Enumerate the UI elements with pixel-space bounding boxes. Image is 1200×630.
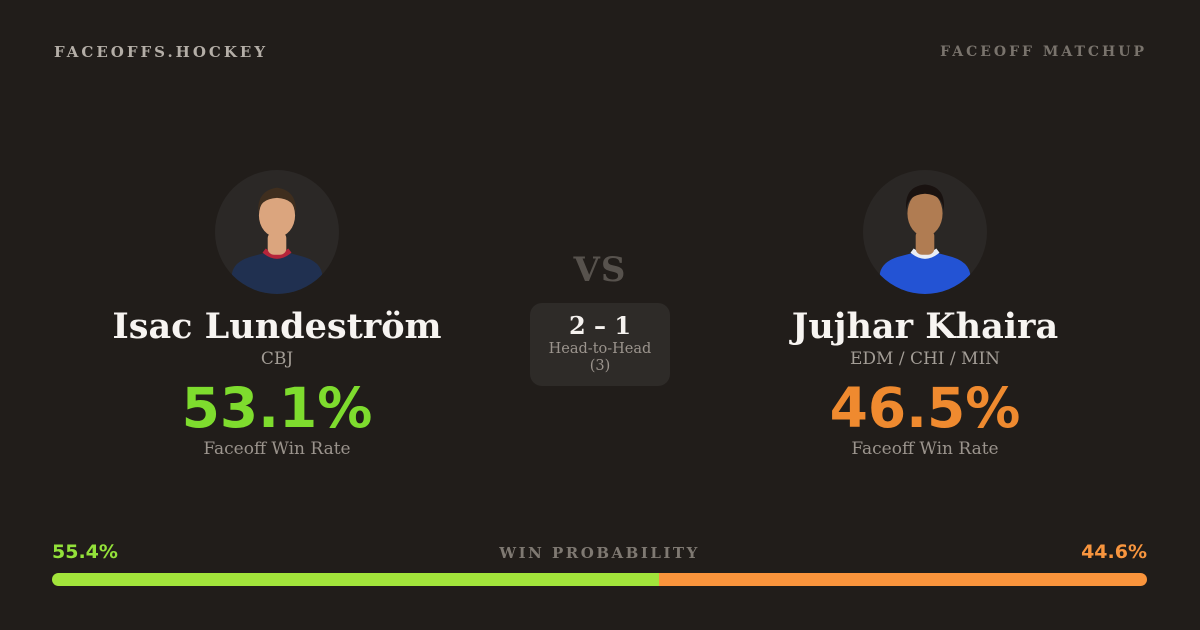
faceoff-win-rate-left: 53.1% bbox=[181, 376, 373, 440]
win-probability-section: 55.4% WIN PROBABILITY 44.6% bbox=[52, 541, 1147, 586]
win-bar-left bbox=[52, 573, 659, 586]
vs-label: VS bbox=[573, 250, 627, 290]
player-avatar-right bbox=[863, 170, 987, 294]
win-probability-right-value: 44.6% bbox=[1081, 541, 1147, 563]
win-bar-right bbox=[658, 573, 1147, 586]
player-teams-right: EDM / CHI / MIN bbox=[849, 349, 1001, 369]
player-teams-left: CBJ bbox=[260, 349, 294, 369]
matchup-center: VS 2 – 1 Head-to-Head (3) bbox=[490, 253, 710, 386]
player-name-left: Isac Lundeström bbox=[112, 306, 442, 347]
player-name-right: Jujhar Khaira bbox=[791, 306, 1059, 347]
win-probability-left-value: 55.4% bbox=[52, 541, 118, 563]
head-to-head-box: 2 – 1 Head-to-Head (3) bbox=[530, 303, 670, 386]
player-headshot-icon bbox=[863, 170, 987, 294]
player-headshot-icon bbox=[215, 170, 339, 294]
head-to-head-score: 2 – 1 bbox=[568, 311, 632, 340]
player-avatar-left bbox=[215, 170, 339, 294]
faceoff-win-rate-label-left: Faceoff Win Rate bbox=[203, 439, 351, 459]
faceoff-win-rate-label-right: Faceoff Win Rate bbox=[851, 439, 999, 459]
faceoff-win-rate-right: 46.5% bbox=[829, 376, 1021, 440]
win-probability-title: WIN PROBABILITY bbox=[499, 544, 700, 562]
win-probability-bar bbox=[52, 573, 1147, 586]
player-card-right: Jujhar Khaira EDM / CHI / MIN 46.5% Face… bbox=[745, 170, 1105, 458]
head-to-head-label: Head-to-Head (3) bbox=[548, 341, 652, 374]
site-logo: FACEOFFS.HOCKEY bbox=[54, 43, 269, 61]
matchup-type-label: FACEOFF MATCHUP bbox=[940, 44, 1147, 60]
player-card-left: Isac Lundeström CBJ 53.1% Faceoff Win Ra… bbox=[97, 170, 457, 458]
